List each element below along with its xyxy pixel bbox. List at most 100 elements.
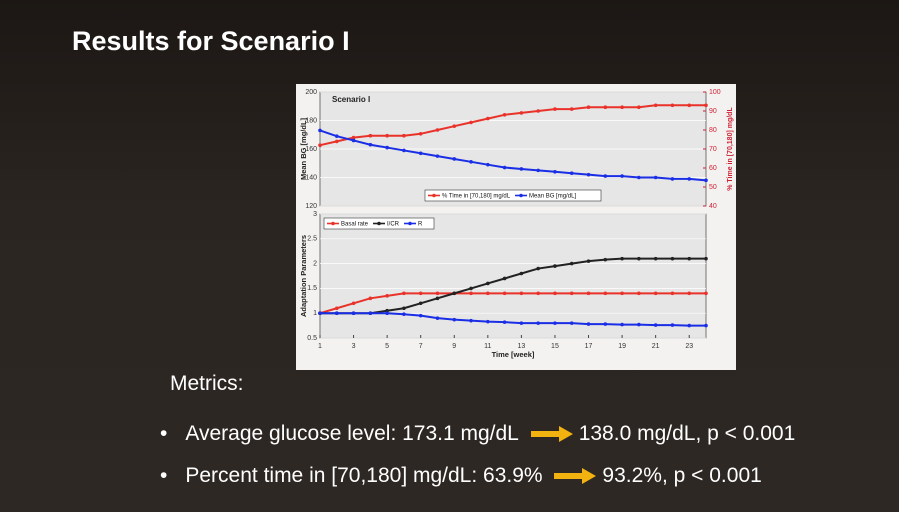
series-point <box>418 132 423 136</box>
series-point <box>486 162 490 167</box>
x-tick-label: 5 <box>385 343 389 350</box>
series-point <box>502 113 507 117</box>
series-point <box>435 128 440 132</box>
y-axis-label: Mean BG [mg/dL] <box>299 117 308 180</box>
series-point <box>653 103 658 108</box>
series-point <box>452 157 457 161</box>
series-point <box>385 145 389 150</box>
chart: 120 140 160 180 200 40 50 60 70 80 90 100 Scenario I… <box>296 84 736 370</box>
series-point <box>351 138 356 143</box>
slide-title: Results for Scenario I <box>72 26 350 56</box>
series-point <box>670 103 675 108</box>
series-point <box>704 178 708 183</box>
series-point <box>637 256 641 261</box>
y2-tick-label: 60 <box>709 165 717 172</box>
x-tick-label: 13 <box>517 343 525 350</box>
legend-swatch-dot <box>519 193 523 198</box>
series-point <box>469 318 473 323</box>
series-point <box>402 148 406 153</box>
series-point <box>603 257 608 262</box>
series-point <box>670 256 675 261</box>
series-point <box>486 116 490 121</box>
series-point <box>687 177 692 181</box>
series-point <box>620 105 624 109</box>
series-point <box>334 139 339 144</box>
series-point <box>536 266 540 271</box>
series-point <box>368 133 373 138</box>
series-point <box>368 142 373 147</box>
y2-tick-label: 90 <box>709 108 717 115</box>
series-line <box>319 104 706 147</box>
series-point <box>519 111 524 115</box>
series-point <box>334 306 339 311</box>
series-point <box>687 323 692 328</box>
y-tick-label: 1.5 <box>307 285 317 292</box>
series-point <box>704 256 708 261</box>
series-point <box>553 170 557 174</box>
x-tick-label: 9 <box>452 343 456 350</box>
series-point <box>603 291 608 296</box>
series-point <box>351 311 356 315</box>
series-point <box>519 321 524 325</box>
bullet-text: 93.2%, p < 0.001 <box>602 464 762 488</box>
x-tick-label: 17 <box>585 343 593 350</box>
series-point <box>469 291 473 296</box>
y2-tick-label: 80 <box>709 127 717 134</box>
series-point <box>586 105 591 109</box>
series-point <box>536 168 540 173</box>
x-tick-label: 3 <box>352 343 356 350</box>
series-point <box>502 165 507 170</box>
series-point <box>452 317 457 322</box>
x-tick-label: 1 <box>318 343 322 350</box>
y-tick-label: 180 <box>305 117 317 124</box>
y2-tick-label: 50 <box>709 184 717 191</box>
series-point <box>486 319 490 324</box>
series-point <box>452 291 457 296</box>
x-tick-label: 21 <box>652 343 660 350</box>
series-point <box>704 291 708 296</box>
y-tick-label: 2.5 <box>307 236 317 243</box>
series-point <box>637 175 641 180</box>
x-tick-label: 11 <box>484 343 491 350</box>
series-point <box>704 323 708 328</box>
series-point <box>553 321 557 325</box>
series-point <box>486 281 490 286</box>
series-point <box>620 256 624 261</box>
legend <box>424 189 602 202</box>
series-point <box>687 256 692 261</box>
series-point <box>418 301 423 306</box>
series-point <box>620 291 624 296</box>
y-tick-label: 0.5 <box>307 335 317 342</box>
x-tick-label: 19 <box>618 343 626 350</box>
bullet-dot: • <box>160 422 168 446</box>
metrics-heading: Metrics: <box>170 372 244 395</box>
x-tick-label: 23 <box>685 343 693 350</box>
series-point <box>469 286 473 291</box>
series-point <box>519 271 524 276</box>
legend-swatch-dot <box>408 221 412 226</box>
legend-swatch-dot <box>377 221 381 226</box>
legend-label: Mean BG [mg/dL] <box>529 194 576 200</box>
series-point <box>452 124 457 128</box>
series-point <box>351 301 356 306</box>
series-point <box>586 322 591 326</box>
series-point <box>569 107 574 111</box>
series-point <box>637 291 641 296</box>
series-point <box>569 171 574 176</box>
bullet: • Average glucose level: 173.1 mg/dL 138.… <box>160 422 795 446</box>
legend-label: R <box>418 222 423 228</box>
series-point <box>553 291 557 296</box>
series-point <box>569 321 574 325</box>
series-point <box>569 261 574 266</box>
legend-label: Basal rate <box>341 222 369 228</box>
series-point <box>519 291 524 296</box>
y-tick-label: 200 <box>305 89 317 96</box>
series-line <box>320 257 706 315</box>
series-point <box>318 143 322 147</box>
y-tick-label: 160 <box>305 146 317 153</box>
bullet: • Percent time in [70,180] mg/dL: 63.9% 9… <box>160 464 762 488</box>
x-axis-label: Time [week] <box>492 350 535 359</box>
legend-swatch-dot <box>331 221 335 226</box>
series-point <box>469 160 473 164</box>
